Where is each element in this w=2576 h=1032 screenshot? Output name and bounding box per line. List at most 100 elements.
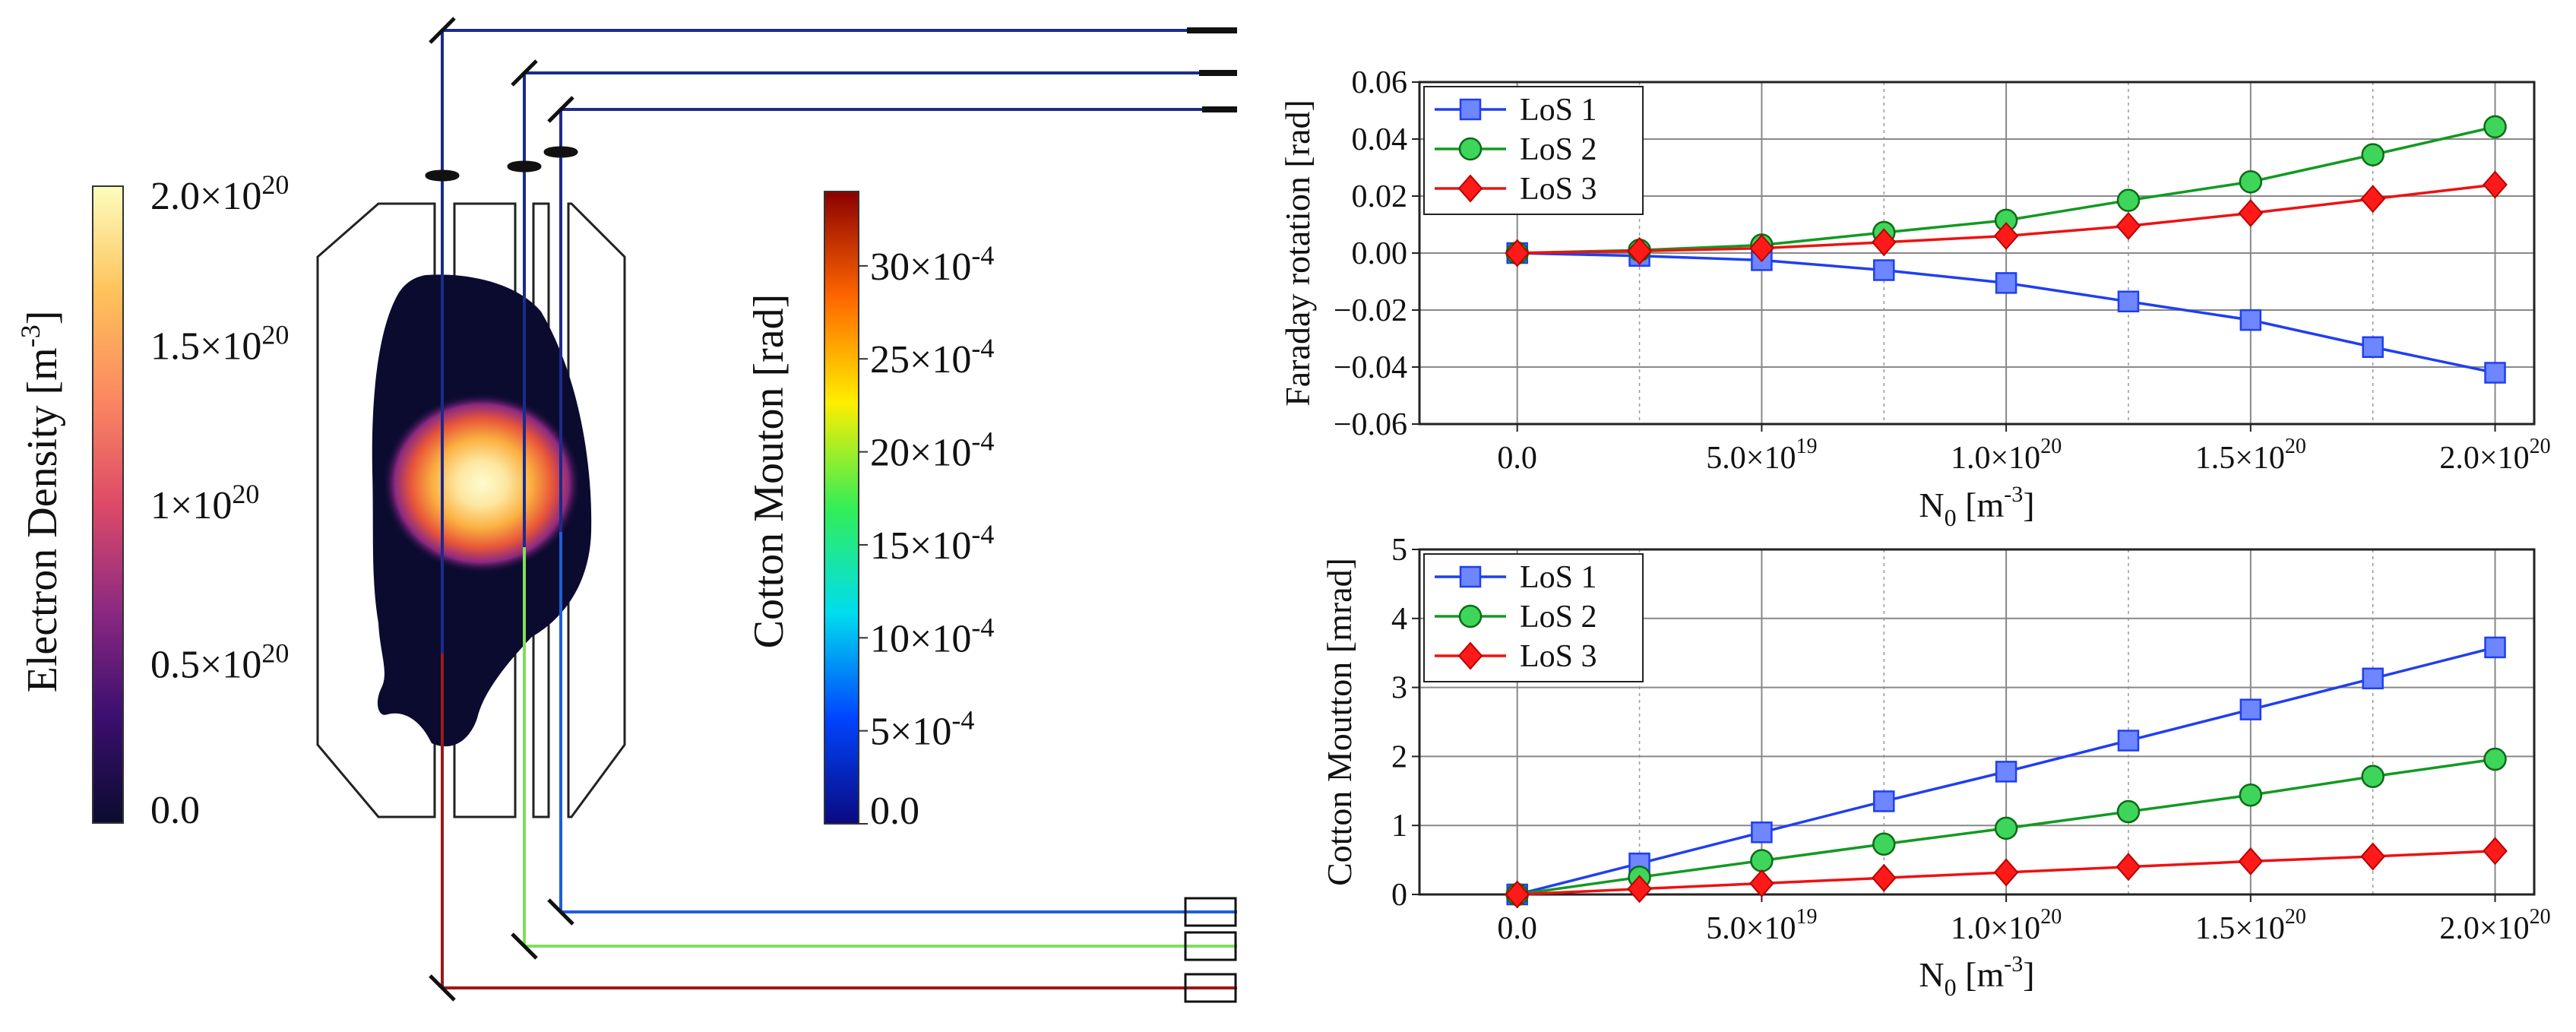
y-tick-label: 0.06 (1352, 65, 1408, 100)
data-point (1750, 849, 1774, 872)
y-tick-label: 2 (1391, 739, 1407, 774)
x-tick-label: 1.5×1020 (2195, 435, 2306, 476)
y-tick-label: 1 (1391, 809, 1407, 844)
legend-label: LoS 2 (1520, 600, 1597, 635)
series-los-3 (1505, 170, 2508, 267)
cm-colorbar-bar (824, 191, 859, 825)
data-point (1627, 875, 1652, 904)
detector-2 (1184, 931, 1237, 961)
y-tick-label: 0.04 (1352, 122, 1408, 157)
x-tick-label: 0.0 (1497, 911, 1537, 946)
data-point (2362, 667, 2384, 690)
density-tick-label: 1.5×1020 (150, 320, 289, 369)
tokamak-diagram: Electron Density [m-3] 2.0×1020 1.5×1020 1… (15, 17, 1237, 1003)
legend-label: LoS 3 (1520, 172, 1597, 207)
window-2 (507, 160, 542, 173)
y-axis-label: Faraday rotation [rad] (1278, 100, 1317, 407)
data-point (2238, 847, 2264, 875)
legend-marker (1459, 98, 1482, 121)
y-tick-label: 5 (1391, 533, 1407, 568)
data-point (2116, 211, 2141, 240)
data-point (2239, 698, 2262, 720)
plasma-density-map (372, 274, 592, 747)
cm-tick-label: 10×10-4 (870, 612, 994, 660)
cm-colorbar: Cotton Mouton [rad] 30×10-4 25×10-4 20×10-… (745, 191, 994, 833)
legend-label: LoS 3 (1520, 639, 1597, 674)
density-tick-label: 0.5×1020 (150, 638, 289, 687)
x-tick-label: 5.0×1019 (1706, 905, 1817, 946)
x-tick-label: 1.0×1020 (1951, 435, 2062, 476)
legend-label: LoS 1 (1520, 93, 1597, 128)
data-point (2116, 853, 2141, 882)
data-point (2360, 185, 2386, 214)
y-tick-label: −0.06 (1334, 407, 1407, 442)
mirror-top-3 (547, 96, 574, 123)
data-point (2238, 198, 2264, 228)
density-tick-label: 0.0 (150, 789, 200, 832)
data-point (2483, 747, 2507, 771)
legend-marker (1457, 174, 1483, 203)
data-point (2483, 170, 2508, 199)
data-point (2362, 336, 2384, 358)
legend-label: LoS 1 (1520, 560, 1597, 595)
x-tick-label: 1.0×1020 (1951, 905, 2062, 946)
cm-tick-label: 25×10-4 (870, 333, 994, 381)
legend: LoS 1 LoS 2 LoS 3 (1423, 86, 1644, 215)
detector-3 (1184, 973, 1237, 1003)
faraday-rotation-chart: 0.06 0.04 0.02 0.00 −0.02 −0.04 −0.06 0.0 5.0×10… (1278, 65, 2551, 531)
x-axis-label: N0 [m-3] (1919, 951, 2034, 1001)
density-tick-label: 2.0×1020 (150, 169, 289, 218)
plot-frame (1418, 548, 2536, 896)
x-tick-label: 2.0×1020 (2439, 905, 2550, 946)
legend-label: LoS 2 (1520, 132, 1597, 167)
data-point (2361, 765, 2385, 788)
data-point (2360, 842, 2386, 871)
data-point (2361, 143, 2385, 166)
data-point (2483, 837, 2508, 866)
cm-tick-label: 20×10-4 (870, 426, 994, 475)
data-point (2239, 783, 2263, 807)
data-point (2116, 799, 2141, 824)
data-point (1871, 863, 1897, 892)
x-tick-label: 0.0 (1497, 441, 1537, 476)
legend-marker (1458, 137, 1483, 161)
y-tick-label: 4 (1391, 602, 1407, 637)
data-point (1505, 239, 1530, 267)
density-colorbar: Electron Density [m-3] 2.0×1020 1.5×1020 1… (15, 169, 289, 832)
cm-tick-label: 30×10-4 (870, 240, 994, 289)
detector-1 (1184, 897, 1237, 927)
y-tick-label: 3 (1391, 671, 1407, 706)
mirror-top-2 (511, 59, 538, 87)
data-point (1871, 228, 1897, 257)
data-point (1994, 816, 2018, 840)
data-point (1873, 259, 1895, 281)
data-point (1872, 832, 1896, 856)
cm-tick-label: 5×10-4 (870, 705, 974, 754)
legend-marker (1459, 565, 1482, 588)
x-tick-label: 1.5×1020 (2195, 905, 2306, 946)
data-point (1873, 790, 1895, 812)
data-point (2117, 290, 2140, 312)
data-point (2239, 309, 2262, 331)
cm-colorbar-label: Cotton Mouton [rad] (745, 294, 793, 649)
data-point (1995, 761, 2017, 783)
window-1 (425, 169, 460, 182)
legend-marker (1458, 604, 1483, 628)
data-point (1751, 821, 1773, 844)
vessel-inboard-wall (316, 202, 436, 818)
cotton-mouton-chart: 5 4 3 2 1 0 0.0 5.0×1019 1.0×1020 1.5×1020 2.0×102… (1320, 533, 2551, 1001)
data-point (2116, 188, 2141, 212)
density-tick-label: 1×1020 (150, 479, 259, 527)
data-point (1505, 880, 1530, 909)
data-point (1749, 869, 1774, 897)
y-tick-label: 0 (1391, 878, 1407, 913)
density-colorbar-ticks: 2.0×1020 1.5×1020 1×1020 0.5×1020 0.0 (150, 169, 289, 832)
x-tick-label: 2.0×1020 (2439, 435, 2550, 476)
data-point (1749, 234, 1774, 263)
data-point (1627, 236, 1652, 265)
data-point (2239, 170, 2263, 194)
y-tick-label: −0.04 (1334, 350, 1407, 385)
cm-colorbar-ticks: 30×10-4 25×10-4 20×10-4 15×10-4 10×10-4 5×10-… (859, 240, 994, 833)
mirror-top-1 (429, 17, 456, 44)
mirror-bottom-1 (547, 898, 574, 926)
